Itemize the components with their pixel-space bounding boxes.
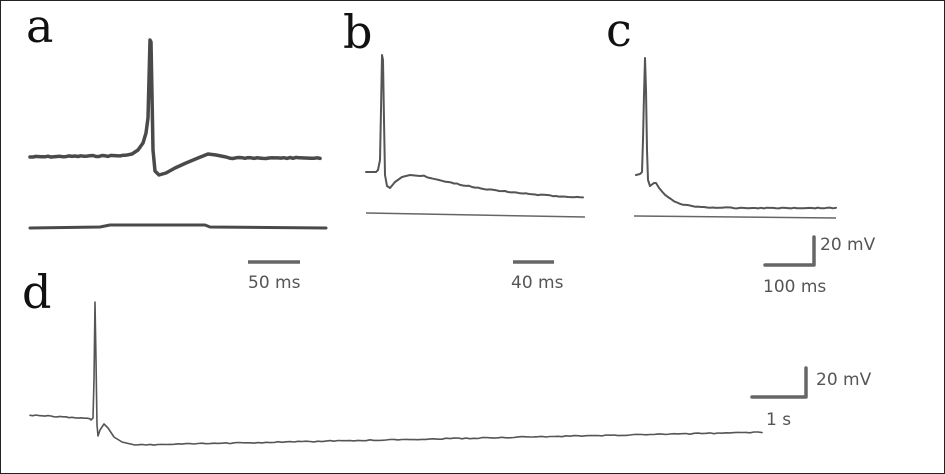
panel-d-voltage-trace	[29, 301, 763, 446]
panel-b-time-scale-label: 40 ms	[511, 273, 564, 293]
panel-d-voltage-scale-label: 20 mV	[816, 370, 872, 390]
panel-b-voltage-trace	[365, 54, 584, 199]
panel-c-time-scale-label: 100 ms	[763, 277, 826, 297]
panel-a-voltage-trace	[28, 38, 322, 177]
panel-c: c 20 mV 100 ms	[606, 3, 876, 297]
panel-d-time-scale-label: 1 s	[766, 410, 791, 430]
panel-b-letter: b	[343, 5, 372, 59]
panel-c-scalebar	[763, 235, 816, 267]
panel-b-baseline	[365, 212, 586, 218]
panel-c-baseline	[633, 215, 837, 219]
panel-c-voltage-scale-label: 20 mV	[820, 235, 876, 255]
panel-d-letter: d	[22, 265, 51, 319]
panel-c-letter: c	[606, 3, 632, 57]
panel-a: a 50 ms	[26, 0, 328, 293]
panel-d: d 20 mV 1 s	[22, 265, 872, 446]
panel-a-stimulus-trace	[28, 223, 328, 230]
panel-a-time-scale-label: 50 ms	[248, 273, 301, 293]
panel-a-letter: a	[26, 0, 53, 53]
panel-c-voltage-trace	[635, 57, 837, 210]
panel-b: b 40 ms	[343, 5, 586, 293]
panel-d-scalebar	[750, 366, 808, 399]
